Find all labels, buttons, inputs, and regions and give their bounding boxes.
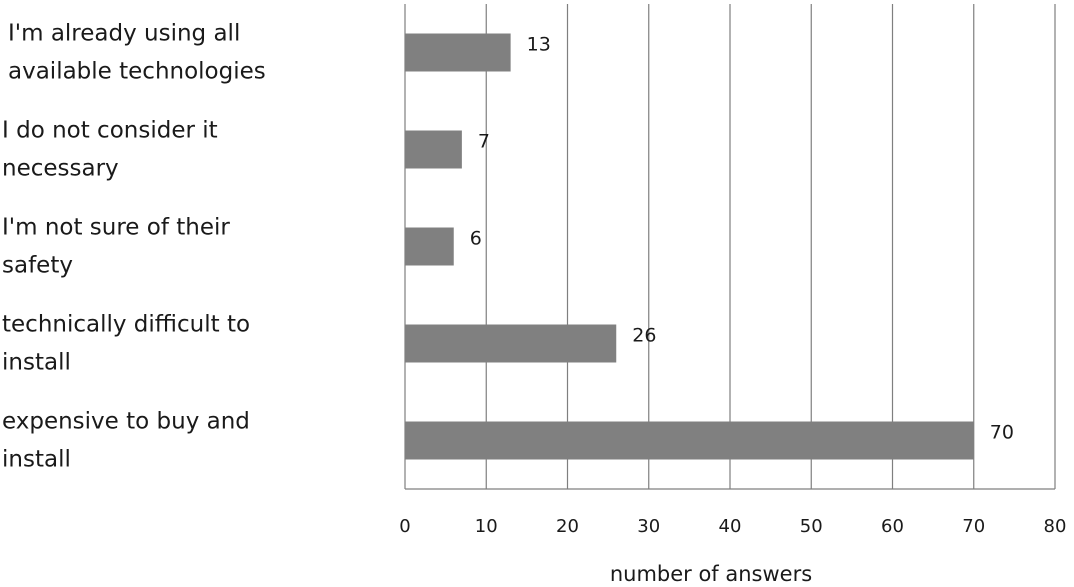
x-tick-label: 60 [881,516,904,537]
category-label-line: available technologies [8,59,266,85]
data-label: 13 [527,34,551,56]
category-label: technically difficult to install [2,312,250,376]
category-label-line: install [2,350,71,376]
data-label: 7 [478,131,490,153]
category-label: expensive to buy and install [2,409,250,473]
x-tick-label: 0 [399,516,410,537]
data-label: 6 [470,228,482,250]
bars [405,33,974,460]
category-label: I'm already using all available technolog… [8,21,266,85]
data-label: 26 [632,325,656,347]
category-label-line: I'm already using all [8,21,240,47]
category-labels: I'm already using all available technolog… [2,21,266,473]
x-tick-labels: 0 10 20 30 40 50 60 70 80 [399,516,1066,537]
x-tick-label: 30 [637,516,660,537]
data-label: 70 [990,422,1014,444]
bar [405,227,454,266]
bar [405,421,974,460]
x-axis-title: number of answers [610,562,812,586]
x-tick-label: 20 [556,516,579,537]
category-label-line: expensive to buy and [2,409,250,435]
category-label-line: necessary [2,156,119,182]
data-labels: 13 7 6 26 70 [470,34,1014,444]
bar [405,33,511,72]
x-tick-label: 40 [719,516,742,537]
x-tick-label: 10 [475,516,498,537]
category-label: I'm not sure of their safety [2,215,230,279]
bar [405,324,617,363]
category-label-line: safety [2,253,73,279]
x-tick-label: 70 [962,516,985,537]
category-label-line: technically difficult to [2,312,250,338]
x-tick-label: 50 [800,516,823,537]
category-label-line: install [2,447,71,473]
category-label-line: I'm not sure of their [2,215,230,241]
category-label: I do not consider it necessary [2,118,218,182]
grid-lines [404,4,1056,490]
x-tick-label: 80 [1044,516,1067,537]
category-label-line: I do not consider it [2,118,218,144]
bar [405,130,462,169]
